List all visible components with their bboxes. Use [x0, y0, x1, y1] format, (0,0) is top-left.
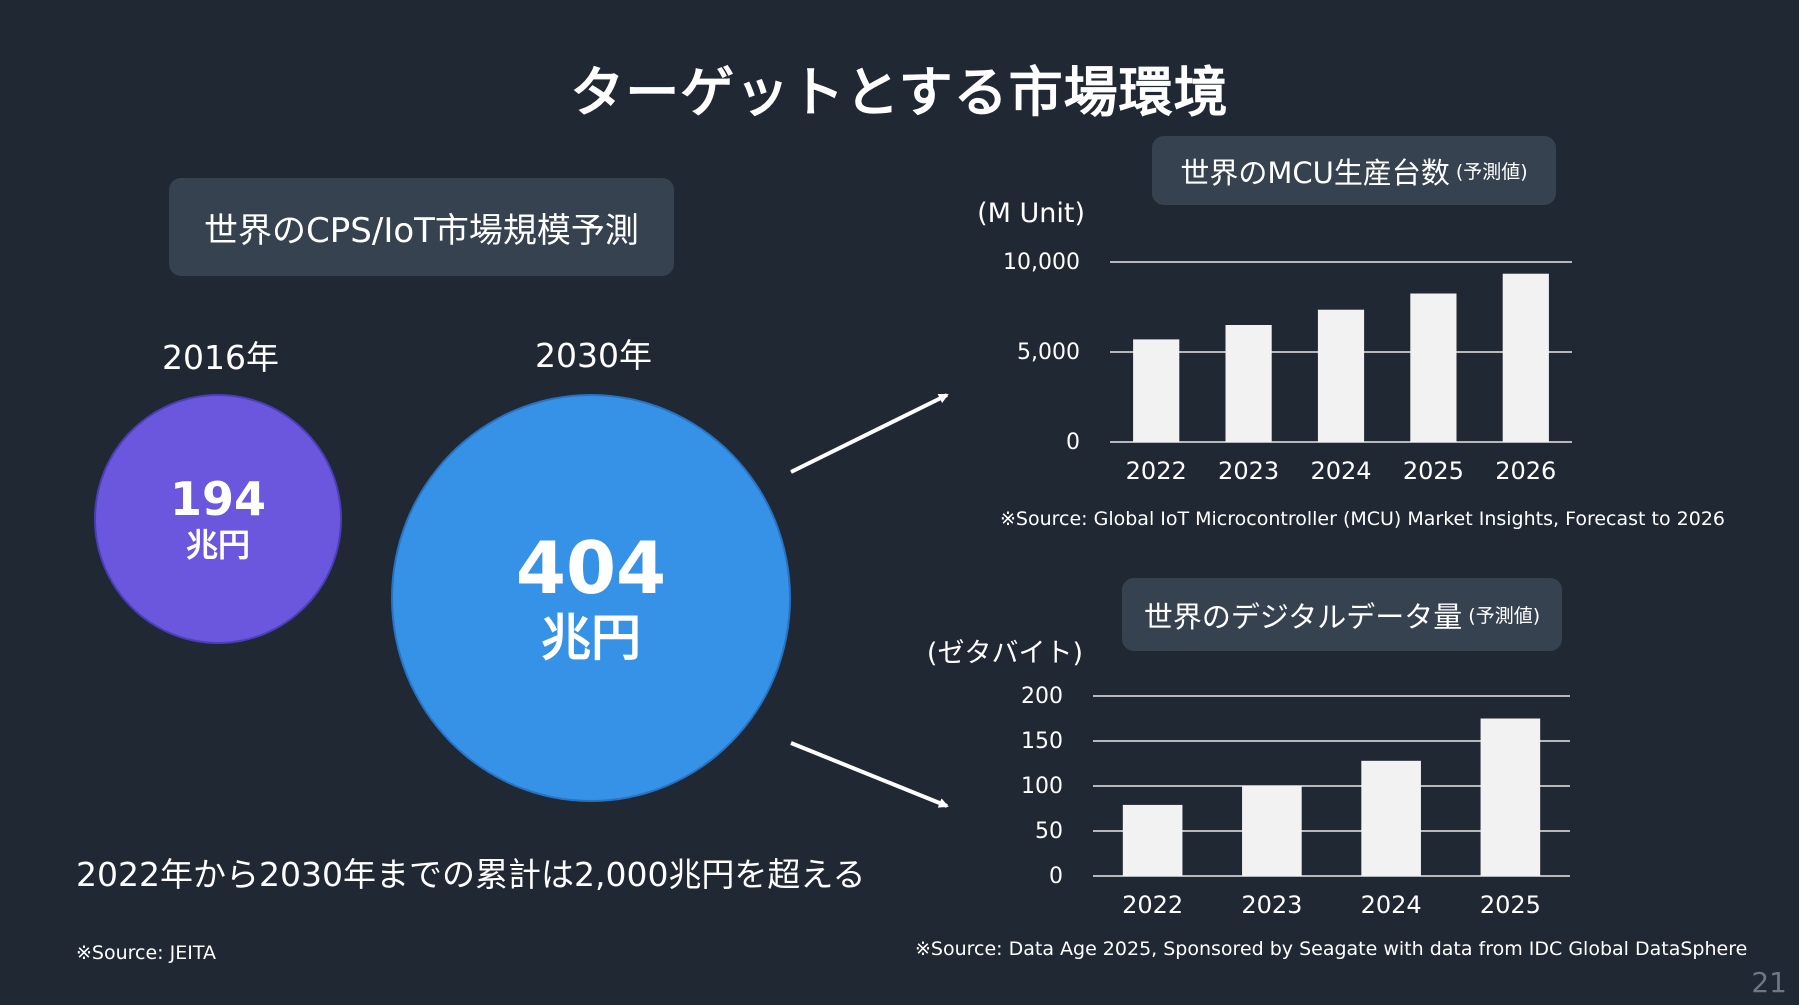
page-number: 21	[1751, 966, 1787, 999]
mcu-x-label-2022: 2022	[1126, 457, 1187, 485]
mcu-source: ※Source: Global IoT Microcontroller (MCU…	[1000, 508, 1725, 530]
arrow-down-right	[790, 741, 949, 808]
arrow-up-right	[790, 393, 949, 474]
page-title: ターゲットとする市場環境	[570, 61, 1229, 124]
mcu-bar-2023	[1225, 325, 1272, 442]
mcu-y-axis-label: (M Unit)	[977, 198, 1085, 229]
cps-market-heading: 世界のCPS/IoT市場規模予測	[169, 178, 674, 276]
data-bar-2022	[1122, 804, 1183, 876]
data-x-label-2023: 2023	[1241, 891, 1302, 919]
year-2030-label: 2030年	[535, 336, 652, 375]
data-bar-2025	[1480, 718, 1541, 876]
mcu-ytick-label: 0	[1066, 430, 1080, 455]
mcu-x-label-2026: 2026	[1495, 457, 1556, 485]
market-2016-value: 194	[169, 472, 267, 526]
data-bar-2023	[1242, 786, 1302, 876]
data-bar-2024	[1361, 760, 1421, 876]
data-heading-sub: (予測値)	[1468, 605, 1541, 627]
year-2016-label: 2016年	[162, 338, 279, 377]
data-heading-text: 世界のデジタルデータ量	[1143, 599, 1463, 634]
jeita-source: ※Source: JEITA	[76, 942, 216, 964]
data-ytick-label: 0	[1049, 864, 1063, 889]
data-source: ※Source: Data Age 2025, Sponsored by Sea…	[915, 938, 1748, 960]
data-ytick-label: 50	[1035, 819, 1063, 844]
data-ytick-label: 150	[1021, 729, 1063, 754]
cumulative-note: 2022年から2030年までの累計は2,000兆円を超える	[76, 855, 866, 894]
mcu-x-label-2023: 2023	[1218, 457, 1279, 485]
mcu-x-label-2024: 2024	[1310, 457, 1371, 485]
mcu-x-label-2025: 2025	[1403, 457, 1464, 485]
data-x-label-2024: 2024	[1361, 891, 1422, 919]
mcu-heading-text: 世界のMCU生産台数	[1180, 155, 1450, 190]
data-x-label-2025: 2025	[1480, 891, 1541, 919]
mcu-bar-2026	[1502, 273, 1549, 442]
data-ytick-label: 200	[1021, 684, 1063, 709]
data-chart-heading: 世界のデジタルデータ量 (予測値)	[1122, 578, 1562, 651]
market-2030-circle: 404 兆円	[391, 394, 791, 802]
mcu-bar-2022	[1133, 339, 1180, 442]
market-2016-circle: 194 兆円	[94, 394, 342, 644]
market-2030-unit: 兆円	[541, 609, 641, 667]
data-y-axis-label: (ゼタバイト)	[927, 638, 1083, 669]
mcu-bar-2025	[1410, 293, 1457, 442]
market-2016-unit: 兆円	[185, 526, 250, 564]
mcu-ytick-label: 5,000	[1017, 340, 1080, 365]
mcu-ytick-label: 10,000	[1003, 250, 1080, 275]
mcu-chart-heading: 世界のMCU生産台数 (予測値)	[1152, 136, 1556, 205]
data-x-label-2022: 2022	[1122, 891, 1183, 919]
data-ytick-label: 100	[1021, 774, 1063, 799]
mcu-bar-2024	[1317, 309, 1365, 442]
mcu-heading-sub: (予測値)	[1455, 161, 1528, 183]
market-2030-value: 404	[515, 526, 667, 610]
